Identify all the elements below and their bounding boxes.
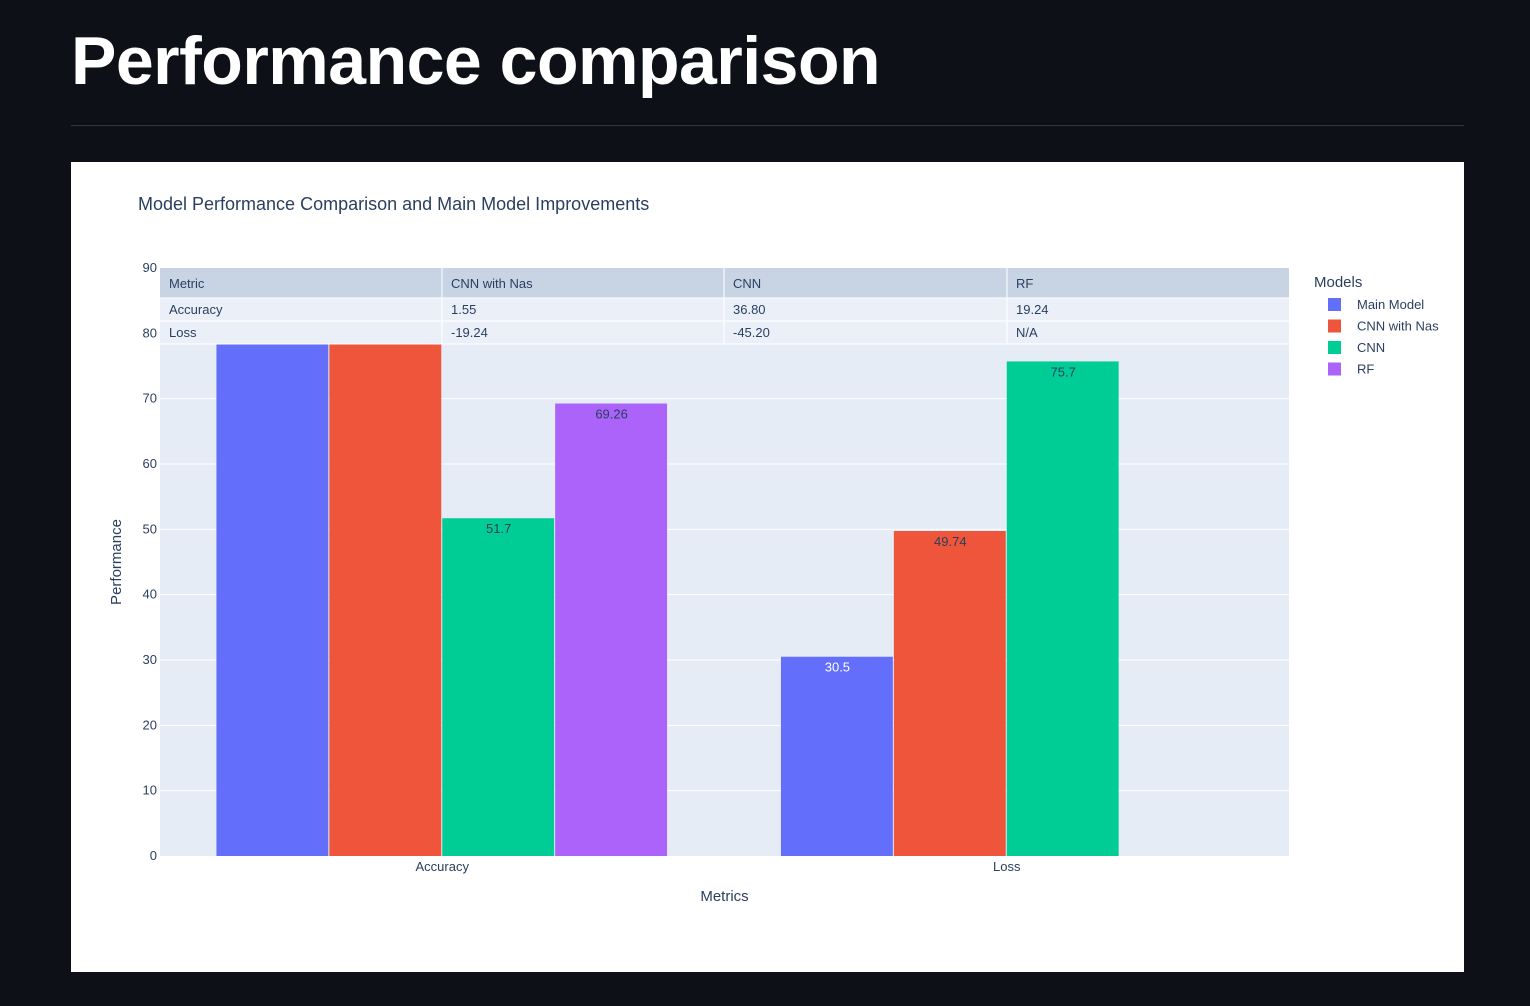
performance-chart: Model Performance Comparison and Main Mo… (108, 194, 1439, 905)
legend-swatch (1328, 341, 1341, 354)
y-tick-label: 70 (143, 391, 157, 406)
table-header-cell: CNN with Nas (451, 276, 533, 291)
legend-swatch (1328, 298, 1341, 311)
data-label: 51.7 (486, 521, 511, 536)
y-tick-label: 10 (143, 783, 157, 798)
legend-item: RF (1357, 362, 1374, 377)
table-cell: Accuracy (169, 302, 223, 317)
table-header-cell: CNN (733, 276, 761, 291)
table-cell: -19.24 (451, 325, 488, 340)
bar (329, 326, 442, 856)
y-tick-label: 40 (143, 587, 157, 602)
table-cell: Loss (169, 325, 197, 340)
legend-swatch (1328, 362, 1341, 376)
bar (1006, 361, 1119, 856)
table-cell: -45.20 (733, 325, 770, 340)
legend-item: CNN with Nas (1357, 319, 1439, 334)
y-tick-label: 60 (143, 456, 157, 471)
title-divider (71, 125, 1464, 126)
y-tick-label: 0 (150, 848, 157, 863)
bar (216, 326, 329, 856)
table-cell: 19.24 (1016, 302, 1049, 317)
page-title: Performance comparison (71, 23, 881, 99)
bar (555, 403, 668, 856)
table-header-cell: Metric (169, 276, 205, 291)
y-tick-label: 20 (143, 717, 157, 732)
y-axis-title: Performance (108, 519, 125, 605)
x-axis-title: Metrics (700, 888, 748, 905)
chart-title: Model Performance Comparison and Main Mo… (138, 194, 649, 214)
bar (442, 518, 555, 856)
data-label: 30.5 (825, 660, 850, 675)
y-tick-label: 80 (143, 325, 157, 340)
y-tick-label: 50 (143, 521, 157, 536)
legend-swatch (1328, 319, 1341, 333)
x-tick-label: Accuracy (416, 859, 470, 874)
legend-item: CNN (1357, 340, 1385, 355)
data-label: 69.26 (595, 407, 628, 422)
table-cell: 36.80 (733, 302, 766, 317)
data-label: 75.7 (1051, 364, 1076, 379)
y-tick-label: 30 (143, 652, 157, 667)
x-tick-label: Loss (993, 859, 1021, 874)
table-cell: 1.55 (451, 302, 476, 317)
data-label: 49.74 (934, 534, 967, 549)
bar (893, 531, 1006, 856)
y-tick-label: 90 (143, 260, 157, 275)
table-cell: N/A (1016, 325, 1038, 340)
chart-card: Model Performance Comparison and Main Mo… (71, 162, 1464, 972)
table-header-cell: RF (1016, 276, 1033, 291)
bar (780, 656, 893, 856)
legend-title: Models (1314, 274, 1362, 291)
legend-item: Main Model (1357, 297, 1424, 312)
